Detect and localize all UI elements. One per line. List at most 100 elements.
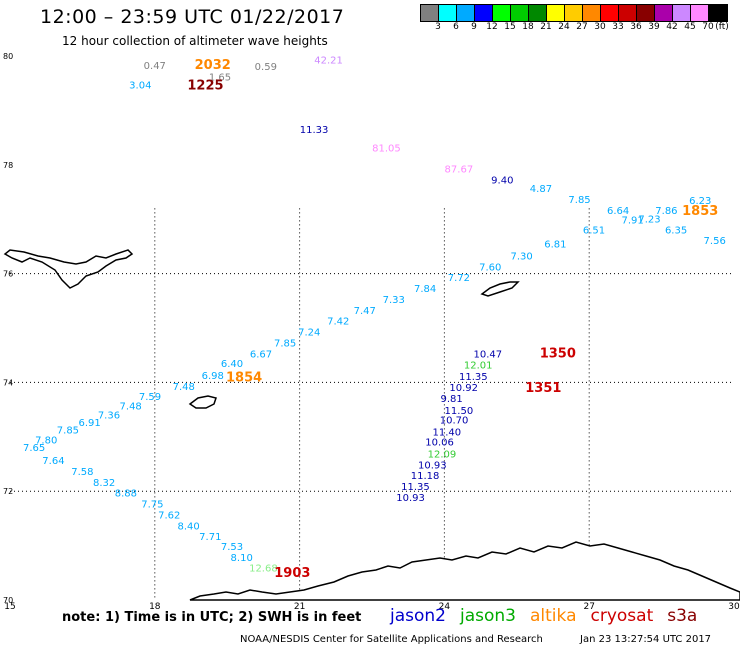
wave-height-label: 7.36 (98, 410, 120, 421)
axis-tick-labels: 15 18 21 24 27 30 80 78 76 74 72 70 (3, 52, 740, 612)
wave-height-label: 7.75 (141, 500, 163, 511)
colorbar-label: 39 (648, 22, 660, 32)
wave-height-label: 4.87 (530, 184, 552, 195)
colorbar-label: 15 (504, 22, 516, 32)
x-tick-label: 15 (4, 602, 15, 612)
wave-height-label: 0.59 (255, 62, 277, 73)
wave-height-label: 6.67 (250, 349, 272, 360)
wave-height-label: 12.09 (428, 449, 457, 460)
pass-time-label: 1903 (274, 566, 310, 581)
wave-height-label: 11.35 (401, 482, 430, 493)
wave-height-label: 7.85 (568, 195, 590, 206)
colorbar-label: 6 (453, 22, 459, 32)
y-tick-label: 70 (3, 596, 13, 605)
wave-height-label: 81.05 (372, 144, 401, 155)
colorbar-label: 21 (540, 22, 552, 32)
wave-height-label: 11.40 (432, 428, 461, 439)
wave-height-label: 6.81 (544, 239, 566, 250)
wave-height-label: 7.53 (221, 542, 243, 553)
colorbar-label: 24 (558, 22, 570, 32)
satellite-legend-s3a: s3a (667, 606, 698, 626)
pass-time-label: 2032 (195, 58, 231, 73)
map-note: note: 1) Time is in UTC; 2) SWH is in fe… (62, 610, 362, 625)
pass-time-label: 1853 (682, 204, 718, 219)
colorbar-label: 27 (576, 22, 588, 32)
wave-height-label: 10.06 (425, 438, 454, 449)
wave-height-label: 7.59 (139, 392, 161, 403)
coastline-bjornoya (188, 395, 217, 409)
colorbar-swatch (529, 5, 547, 21)
colorbar-swatch (457, 5, 475, 21)
colorbar-swatch (655, 5, 673, 21)
colorbar-swatch (619, 5, 637, 21)
wave-height-label: 7.62 (158, 510, 180, 521)
wave-height-label: 7.86 (655, 206, 677, 217)
x-tick-label: 30 (728, 602, 740, 612)
y-tick-label: 76 (3, 270, 13, 279)
map-title: 12:00 – 23:59 UTC 01/22/2017 (40, 6, 345, 28)
wave-height-label: 7.65 (23, 443, 45, 454)
y-tick-label: 80 (3, 52, 13, 61)
colorbar-label: 70 (702, 22, 714, 32)
wave-height-label: 11.33 (300, 125, 329, 136)
map-subtitle: 12 hour collection of altimeter wave hei… (62, 34, 328, 48)
wave-height-label: 7.72 (448, 273, 470, 284)
colorbar-label: (ft) (715, 22, 729, 32)
wave-height-label: 8.40 (177, 521, 199, 532)
y-tick-label: 72 (3, 487, 13, 496)
wave-height-label: 7.80 (35, 435, 57, 446)
graticule-grid (10, 208, 734, 600)
colorbar-swatch (709, 5, 727, 21)
colorbar-swatch (565, 5, 583, 21)
pass-time-label: 1854 (226, 370, 262, 385)
wave-height-label: 10.93 (396, 493, 425, 504)
colorbar-label: 12 (486, 22, 498, 32)
wave-height-label: 6.51 (583, 225, 605, 236)
wave-height-label: 8.10 (231, 553, 253, 564)
wave-height-label: 7.48 (173, 382, 195, 393)
wave-height-label: 7.33 (383, 295, 405, 306)
wave-height-label: 7.91 (622, 216, 644, 227)
wave-height-label: 6.64 (607, 206, 629, 217)
x-tick-label: 21 (294, 602, 305, 612)
wave-height-label: 7.84 (414, 284, 436, 295)
wave-height-label: 3.04 (129, 81, 151, 92)
y-tick-label: 78 (3, 161, 13, 170)
x-tick-label: 18 (149, 602, 161, 612)
wave-height-label: 10.70 (440, 416, 469, 427)
wave-height-label: 11.18 (411, 471, 440, 482)
satellite-legend-jason3: jason3 (460, 606, 516, 626)
colorbar-swatch (637, 5, 655, 21)
wave-height-label: 8.88 (115, 489, 137, 500)
coastline-svalbard-west (3, 249, 134, 289)
satellite-legend-altika: altika (530, 606, 577, 626)
wave-height-label: 1.65 (209, 72, 231, 83)
colorbar-swatch (493, 5, 511, 21)
wave-height-label: 7.60 (479, 262, 501, 273)
wave-height-label: 7.42 (327, 317, 349, 328)
wave-height-label: 7.48 (120, 402, 142, 413)
pass-time-label: 1225 (187, 79, 223, 94)
wave-height-label: 12.68 (249, 564, 278, 575)
satellite-legend: jason2 jason3 altika cryosat s3a (390, 606, 711, 626)
wave-height-labels: 0.47 2032 0.59 1.65 42.21 3.04 1225 11.33 81.05 8… (23, 56, 726, 582)
wave-height-label: 7.71 (199, 532, 221, 543)
colorbar-swatch (475, 5, 493, 21)
x-tick-label: 27 (583, 602, 594, 612)
wave-height-label: 7.56 (704, 236, 726, 247)
footer-timestamp: Jan 23 13:27:54 UTC 2017 (580, 634, 712, 645)
wave-height-label: 7.47 (354, 306, 376, 317)
colorbar-label: 9 (471, 22, 477, 32)
wave-height-label: 7.30 (510, 251, 532, 262)
colorbar-swatch (691, 5, 709, 21)
colorbar-swatch (583, 5, 601, 21)
wave-height-label: 10.93 (418, 460, 447, 471)
wave-height-label: 10.47 (474, 349, 503, 360)
wave-height-label: 7.85 (57, 426, 79, 437)
pass-time-label: 1350 (540, 346, 576, 361)
x-tick-label: 24 (439, 602, 451, 612)
wave-height-label: 7.23 (638, 214, 660, 225)
wave-height-label: 7.58 (71, 467, 93, 478)
coastline-norway (189, 541, 740, 601)
